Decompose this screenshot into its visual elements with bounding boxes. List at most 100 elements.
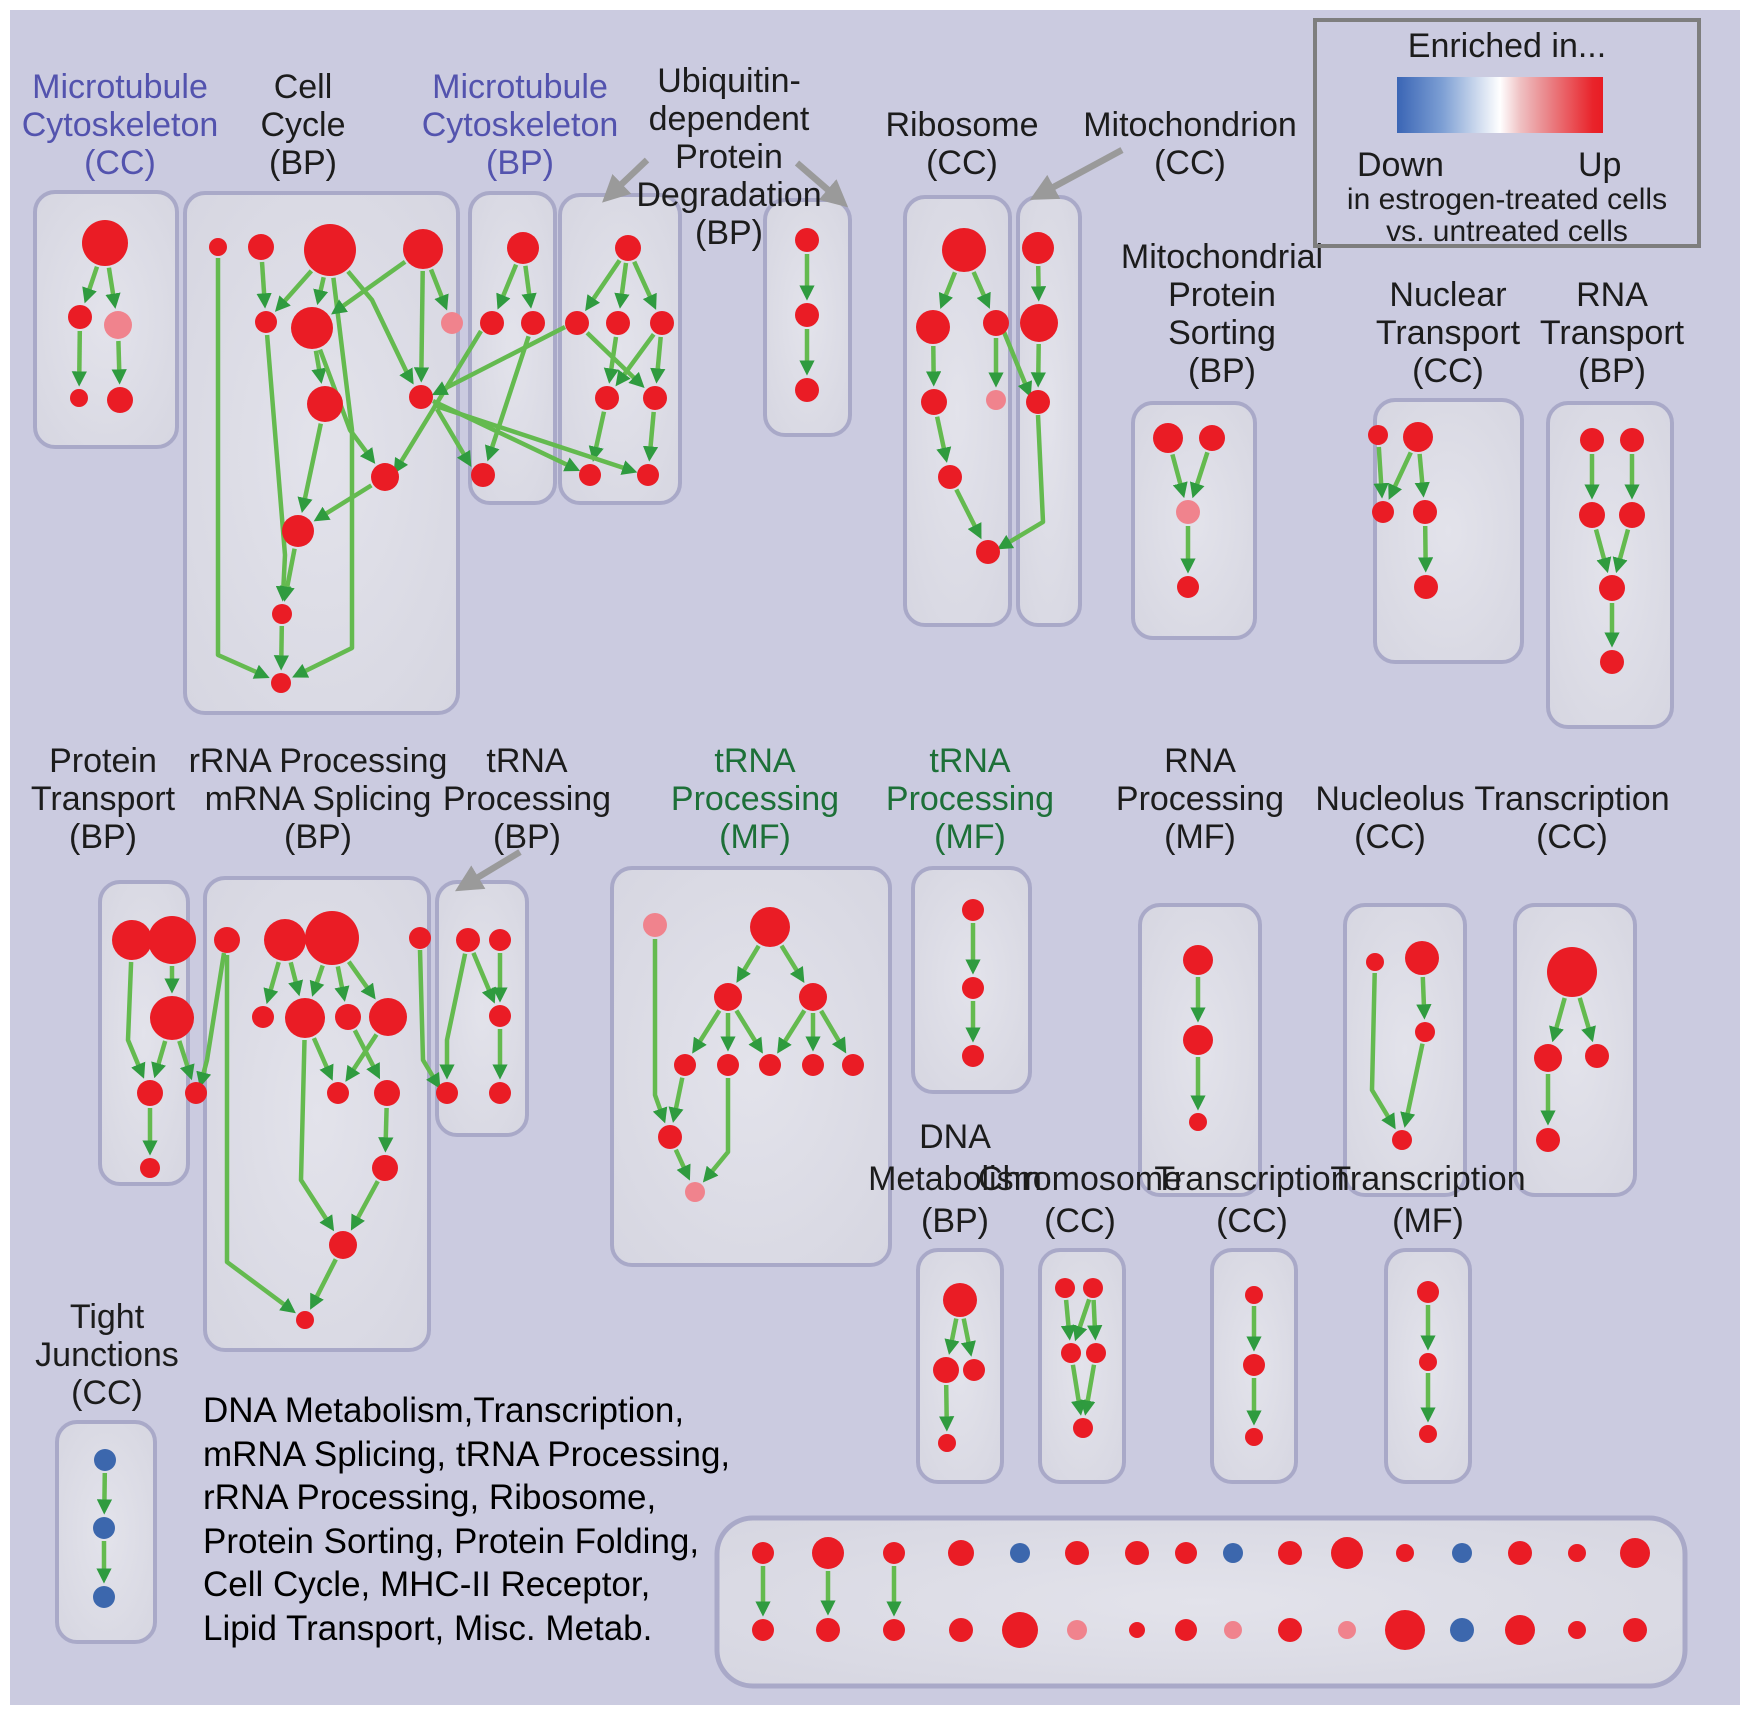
edge — [263, 961, 281, 1005]
go-term-node — [962, 899, 984, 921]
go-term-node — [976, 540, 1000, 564]
go-term-node — [752, 1619, 774, 1641]
group-label-microtubule-cytoskeleton-bp: Microtubule Cytoskeleton (BP) — [422, 68, 619, 182]
cross-edge-cellcycle-to-mtbp-bottom — [435, 407, 472, 467]
legend-up-label: Up — [1578, 146, 1622, 184]
go-term-node — [252, 1006, 274, 1028]
go-term-node — [1585, 1044, 1609, 1068]
cross-edge-rrna-to-protein-transport — [196, 952, 227, 1088]
footnote-text: DNA Metabolism,Transcription, mRNA Splic… — [203, 1389, 730, 1650]
go-term-node — [606, 311, 630, 335]
go-term-node — [962, 1045, 984, 1067]
ubiquitin-left-pointer-icon — [602, 157, 650, 203]
legend-subtitle-line2: vs. untreated cells — [1386, 215, 1628, 248]
go-term-node — [1392, 1130, 1412, 1150]
go-term-node — [948, 1540, 974, 1566]
edge — [350, 1180, 380, 1231]
edge — [673, 1148, 691, 1181]
edge — [471, 952, 496, 1004]
ubiquitin-right-pointer-icon — [794, 160, 849, 208]
edge — [309, 964, 325, 997]
edge — [1612, 528, 1631, 574]
go-term-node — [327, 1082, 349, 1104]
edge — [1030, 343, 1046, 388]
go-term-node — [1183, 945, 1213, 975]
go-term-node — [150, 996, 194, 1040]
nodes-layer — [68, 220, 1650, 1650]
group-box-nucleolus-cc — [1343, 903, 1467, 1197]
go-term-node — [335, 1004, 361, 1030]
go-term-node — [1366, 953, 1384, 971]
edge — [1087, 1299, 1103, 1341]
edge — [632, 260, 657, 310]
go-term-node — [329, 1231, 357, 1259]
edge — [585, 259, 622, 312]
go-term-node — [674, 1054, 696, 1076]
legend-gradient-bar — [1397, 77, 1603, 133]
go-term-node — [307, 386, 343, 422]
edge — [1388, 451, 1413, 500]
go-term-node — [1022, 232, 1054, 264]
go-term-node — [637, 464, 659, 486]
go-term-node — [1452, 1543, 1472, 1563]
edge — [1417, 525, 1434, 573]
go-term-node — [1568, 1621, 1586, 1639]
footnote-line: rRNA Processing, Ribosome, — [203, 1478, 657, 1517]
go-term-node — [643, 386, 667, 410]
go-term-node — [436, 1082, 458, 1104]
go-term-node — [1278, 1618, 1302, 1642]
go-term-node — [1002, 1612, 1038, 1648]
go-term-node — [916, 310, 950, 344]
footnote-line: Lipid Transport, Misc. Metab. — [203, 1608, 653, 1648]
edge — [702, 1078, 731, 1183]
go-term-node — [1153, 423, 1183, 453]
go-term-node — [93, 1586, 115, 1608]
go-term-node — [1199, 425, 1225, 451]
go-term-node — [1010, 1543, 1030, 1563]
cross-edge-ribosome-to-mitochondrion — [1001, 331, 1033, 398]
labels-layer: Microtubule Cytoskeleton (CC) Cell Cycle (BP)… — [22, 62, 1685, 1412]
footnote-line: Cell Cycle, MHC-II Receptor, — [203, 1565, 651, 1604]
go-term-node — [140, 1158, 160, 1178]
group-label-protein-transport-bp: Protein Transport (BP) — [31, 742, 176, 856]
go-term-node — [1083, 1278, 1103, 1298]
go-term-node — [1385, 1610, 1425, 1650]
group-label-rna-processing-mf: RNA Processing (MF) — [1116, 742, 1284, 856]
edge — [71, 330, 87, 387]
edge — [413, 270, 430, 383]
edge — [819, 1009, 847, 1054]
group-label-nuclear-transport-cc: Nuclear Transport (CC) — [1376, 276, 1521, 390]
edge — [779, 944, 805, 984]
go-term-node — [1623, 1618, 1647, 1642]
go-term-node — [248, 234, 274, 260]
edge — [614, 262, 630, 309]
go-term-node — [883, 1619, 905, 1641]
group-label-trna-processing-bp: tRNA Processing (BP) — [443, 742, 611, 856]
edge — [334, 965, 350, 1002]
group-box-rna-transport-bp — [1546, 401, 1674, 729]
go-term-node — [579, 464, 601, 486]
go-term-node — [799, 983, 827, 1011]
edge — [298, 1039, 335, 1232]
go-term-node — [94, 1449, 116, 1471]
go-term-node — [1620, 1538, 1650, 1568]
edge — [736, 944, 761, 983]
edge — [692, 1009, 722, 1054]
group-label-tight-junctions-cc: Tight Junctions (CC) — [35, 1298, 179, 1412]
edge — [279, 548, 297, 602]
go-term-node — [1020, 304, 1058, 342]
edge — [428, 268, 449, 311]
edge — [311, 350, 327, 384]
edge — [603, 336, 619, 384]
edge — [1373, 446, 1389, 499]
edge — [96, 1472, 113, 1515]
go-term-node — [812, 1537, 844, 1569]
go-term-node — [1372, 501, 1394, 523]
group-label-mitochondrion-cc: Mitochondrion (CC) — [1083, 106, 1297, 182]
group-label-nucleolus-cc: Nucleolus (CC) — [1315, 780, 1464, 856]
group-label-ribosome-cc: Ribosome (CC) — [885, 106, 1038, 182]
go-term-node — [1086, 1343, 1106, 1363]
edge — [274, 269, 314, 312]
footnote-line: mRNA Splicing, tRNA Processing, — [203, 1434, 731, 1474]
